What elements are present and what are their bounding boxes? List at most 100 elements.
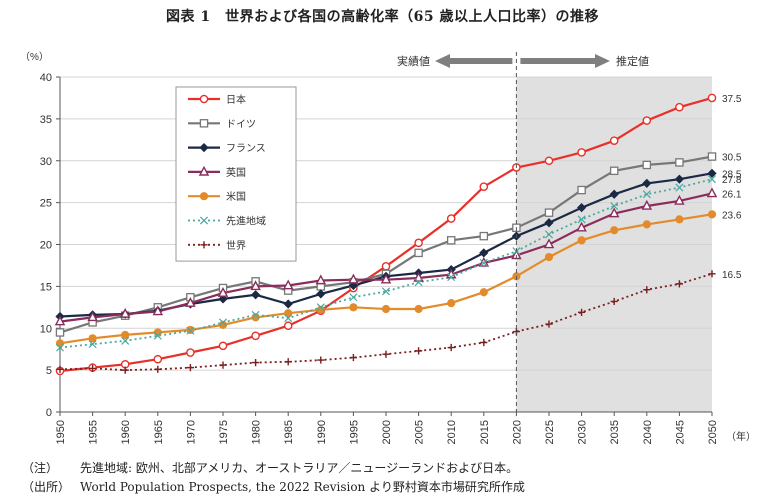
legend-label-6: 世界 — [226, 240, 246, 252]
y-tick-label: 40 — [40, 72, 52, 84]
series-6-point — [643, 286, 651, 294]
series-2-point — [577, 203, 587, 213]
series-6-point — [708, 270, 716, 278]
series-5-point — [88, 340, 97, 349]
series-3-point — [641, 199, 653, 210]
series-4-point — [610, 226, 619, 235]
series-1-point — [675, 158, 684, 167]
series-4-point — [316, 305, 325, 314]
series-0-point — [218, 341, 228, 351]
series-6-point — [252, 358, 260, 367]
series-1-point — [544, 208, 554, 217]
legend-marker-0 — [199, 94, 209, 104]
legend-box — [175, 86, 297, 262]
series-0-point — [446, 214, 456, 223]
x-tick-label: 1960 — [120, 420, 132, 444]
x-tick-label: 2025 — [544, 420, 556, 444]
series-1-point — [414, 248, 423, 258]
x-tick-label: 2015 — [479, 420, 491, 444]
series-1-point — [642, 160, 652, 170]
series-6-point — [186, 364, 194, 372]
legend-label-3: 英国 — [226, 166, 246, 179]
series-5-point — [610, 201, 619, 210]
series-6-point — [675, 280, 683, 288]
y-tick-label: 5 — [46, 365, 52, 377]
series-4-point — [707, 210, 717, 219]
series-6-point — [545, 320, 553, 328]
series-6-point — [154, 365, 162, 373]
x-tick-label: 2050 — [707, 420, 719, 444]
x-tick-label: 2045 — [674, 420, 686, 444]
series-2-point — [479, 248, 489, 258]
series-0-point — [675, 102, 684, 112]
series-4-point — [349, 303, 358, 312]
end-label-1: 30.5 — [722, 153, 742, 164]
projection-label: 推定値 — [616, 54, 649, 68]
x-tick-label: 2035 — [609, 420, 621, 444]
series-3-point — [380, 273, 392, 284]
series-2-point — [642, 178, 652, 188]
x-tick-label: 1975 — [218, 420, 230, 444]
series-3-point — [54, 315, 66, 326]
series-5-point — [349, 293, 358, 302]
series-2-point — [544, 218, 554, 228]
y-tick-label: 15 — [40, 281, 52, 293]
series-0-point — [251, 331, 260, 341]
series-2-point — [283, 299, 293, 309]
legend-label-1: ドイツ — [226, 119, 256, 130]
series-5-point — [316, 303, 325, 312]
series-3-point — [348, 273, 359, 284]
series-4-point — [218, 320, 228, 329]
series-2-point — [316, 289, 326, 299]
series-5-point — [544, 230, 554, 239]
series-6-point — [349, 353, 357, 362]
x-tick-label: 2020 — [511, 420, 523, 444]
series-2-point — [348, 280, 358, 291]
series-4-point — [642, 220, 651, 229]
legend-label-2: フランス — [226, 143, 266, 155]
series-0-point — [479, 182, 489, 192]
series-3-point — [185, 297, 196, 307]
actual-arrow — [435, 54, 513, 68]
end-label-6: 16.5 — [722, 270, 742, 281]
series-0-point — [283, 321, 293, 331]
series-4-point — [479, 288, 488, 297]
series-0-point — [381, 261, 391, 271]
series-1-point — [446, 236, 456, 245]
series-6-point — [121, 366, 129, 374]
series-4-point — [447, 299, 456, 308]
series-3-point — [543, 238, 555, 249]
y-tick-label: 0 — [46, 407, 52, 419]
series-6-point — [480, 338, 488, 347]
x-tick-label: 1990 — [316, 420, 328, 444]
series-3-point — [674, 194, 685, 205]
series-6-point — [56, 365, 64, 373]
series-4-point — [544, 252, 554, 262]
series-3-point — [315, 274, 327, 285]
x-tick-label: 2000 — [381, 420, 393, 444]
series-1-point — [577, 185, 586, 195]
end-label-2: 28.5 — [722, 169, 742, 180]
x-tick-label: 2010 — [446, 420, 458, 444]
chart-title: 図表 1 世界および各国の高齢化率（65 歳以上人口比率）の推移 — [166, 9, 599, 25]
series-0-point — [544, 156, 554, 166]
series-4-point — [88, 334, 97, 343]
note-text: 先進地域: 欧州、北部アメリカ、オーストラリア／ニュージーランドおよび日本。 — [80, 461, 519, 475]
x-tick-label: 1965 — [153, 420, 165, 444]
note-source: （出所） World Population Prospects, the 2022… — [22, 478, 525, 495]
y-tick-label: 20 — [40, 240, 52, 252]
series-5-point — [55, 343, 65, 352]
series-4-point — [284, 309, 293, 318]
series-2-point — [609, 189, 619, 199]
series-3-point — [152, 305, 164, 316]
series-5-point — [675, 183, 684, 192]
x-tick-label: 2005 — [414, 420, 426, 444]
end-label-4: 23.6 — [722, 210, 742, 221]
series-1-point — [55, 328, 65, 337]
series-5-point — [447, 273, 456, 282]
series-3-point — [413, 271, 424, 282]
actual-label: 実績値 — [397, 54, 430, 68]
end-label-3: 26.1 — [722, 189, 742, 200]
legend-label-4: 米国 — [226, 190, 246, 203]
